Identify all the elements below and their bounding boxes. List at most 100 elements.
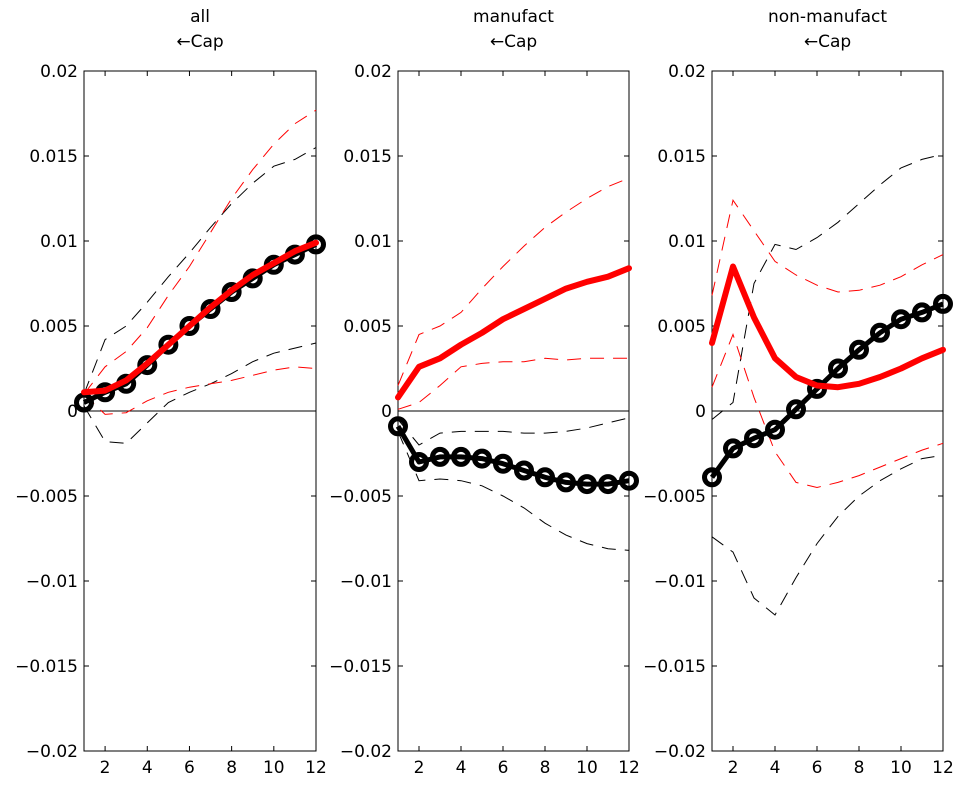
series-red-response [395,265,632,401]
x-tick-label: 6 [812,758,823,778]
y-tick-label: −0.005 [15,487,78,507]
panel-title: manufact [473,7,554,27]
series-red-response [709,263,946,391]
x-tick-label: 10 [576,758,598,778]
marker-point [849,339,869,360]
marker-point [765,419,785,440]
series-red-response [81,239,319,396]
y-tick-label: −0.015 [643,657,706,677]
panel-title: all [190,7,210,27]
series-red-upper [83,109,317,395]
x-tick-label: 6 [184,758,195,778]
marker-point [744,428,764,449]
response-line [395,425,630,487]
marker-point [451,446,471,467]
marker-point [702,467,722,488]
y-tick-label: 0 [695,402,706,422]
marker-point [786,399,806,420]
panel-title: ←Cap [490,32,537,52]
x-tick-label: 6 [498,758,509,778]
x-tick-label: 12 [305,758,327,778]
y-tick-label: −0.015 [15,657,78,677]
series-black-response [388,416,639,495]
marker-point [535,467,555,488]
x-tick-label: 10 [263,758,285,778]
panel-title: ←Cap [176,32,223,52]
series-red-lower [83,366,317,415]
x-tick-label: 12 [618,758,640,778]
marker-point [870,322,890,343]
y-tick-label: 0.005 [343,317,392,337]
x-tick-label: 10 [890,758,912,778]
series-black-response [702,293,953,488]
marker-point [598,474,618,495]
marker-point [891,309,911,330]
marker-point [828,358,848,379]
panel-title: non-manufact [768,7,887,27]
y-tick-label: 0.02 [354,62,392,82]
response-line [709,301,944,479]
series-red-upper [397,177,630,386]
series-black-lower [711,454,944,616]
y-tick-label: 0.005 [657,317,706,337]
marker-point [158,334,179,355]
x-tick-label: 12 [932,758,954,778]
y-tick-label: 0.02 [668,62,706,82]
series-red-upper [711,198,944,296]
y-tick-label: −0.02 [26,742,78,762]
marker-point [514,460,534,481]
marker-point [577,474,597,495]
marker-point [430,446,450,467]
marker-point [137,355,158,376]
marker-point [619,470,639,491]
y-tick-label: 0.015 [29,147,78,167]
y-tick-label: 0 [381,402,392,422]
series-black-upper [397,417,630,446]
y-tick-label: 0.01 [354,232,392,252]
panel-1: 0.02 0.015 0.01 0.005 0 −0.005 −0.01 −0.015 −0.0… [15,7,327,778]
series-black-upper [83,147,317,395]
y-tick-label: −0.02 [340,742,392,762]
series-black-lower [397,431,630,551]
x-tick-label: 4 [770,758,781,778]
y-tick-label: 0.015 [657,147,706,167]
x-tick-label: 2 [414,758,425,778]
y-tick-label: 0.01 [40,232,78,252]
y-tick-label: −0.015 [329,657,392,677]
panel-title: ←Cap [804,32,851,52]
y-tick-label: 0.015 [343,147,392,167]
y-tick-label: 0.005 [29,317,78,337]
y-tick-label: 0 [67,402,78,422]
marker-point [472,448,492,469]
y-tick-label: −0.01 [340,572,392,592]
y-tick-label: −0.005 [643,487,706,507]
y-tick-label: −0.02 [654,742,706,762]
marker-point [221,282,242,302]
series-black-lower [83,342,317,444]
marker-point [200,299,221,319]
marker-point [409,452,429,472]
x-tick-label: 8 [854,758,865,778]
y-tick-label: 0.02 [40,62,78,82]
y-tick-label: −0.01 [26,572,78,592]
marker-point [912,302,932,323]
marker-point [179,316,200,336]
x-tick-label: 8 [226,758,237,778]
x-tick-label: 8 [540,758,551,778]
series-red-lower [711,333,944,489]
y-tick-label: 0.01 [668,232,706,252]
marker-point [723,438,743,459]
x-tick-label: 4 [142,758,153,778]
panel-3: 0.02 0.015 0.01 0.005 0 −0.005 −0.01 −0.015 −0.0… [643,7,954,778]
x-tick-label: 2 [728,758,739,778]
series-red-lower [397,357,629,410]
x-tick-label: 4 [456,758,467,778]
x-tick-label: 2 [100,758,111,778]
y-tick-label: −0.01 [654,572,706,592]
marker-point [933,293,953,314]
marker-point [493,453,513,474]
marker-point [556,472,576,493]
panel-2: 0.02 0.015 0.01 0.005 0 −0.005 −0.01 −0.015 −0.0… [329,7,640,778]
marker-point [388,416,408,437]
